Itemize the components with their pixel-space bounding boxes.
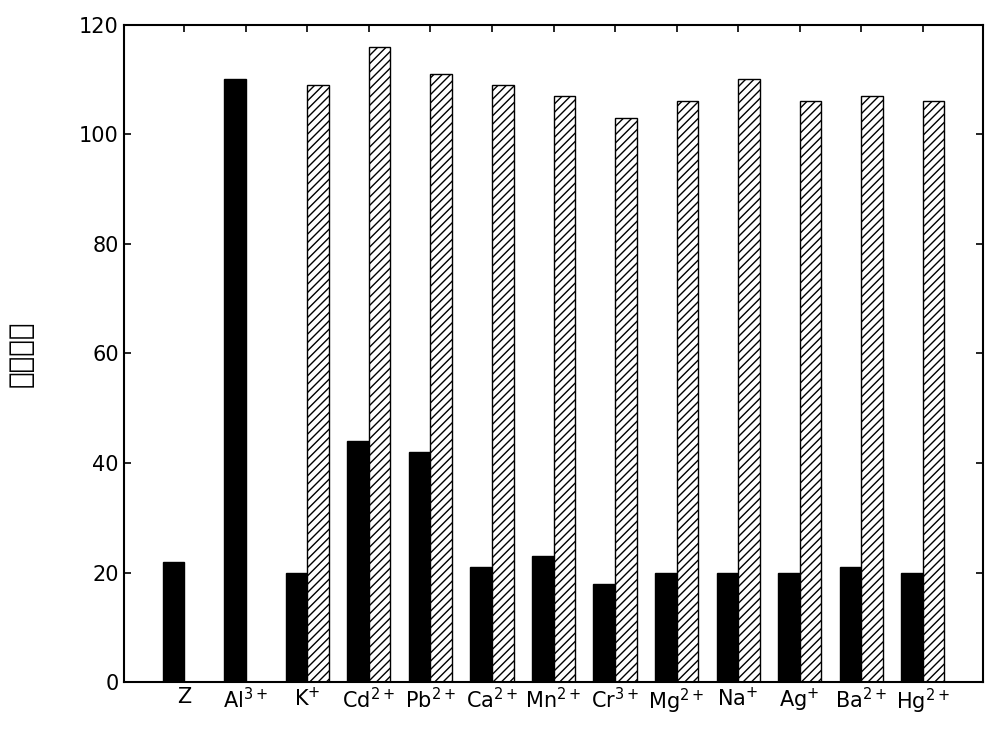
Bar [286,572,307,682]
Bar [470,567,492,682]
Bar [369,47,390,682]
Bar [778,572,800,682]
Bar [677,101,698,682]
Bar [615,118,637,682]
Bar [800,101,821,682]
Bar [840,567,861,682]
Text: 荧光强度: 荧光强度 [7,320,35,387]
Bar [554,96,575,682]
Bar [492,85,514,682]
Bar [655,572,677,682]
Bar [901,572,923,682]
Bar [738,79,760,682]
Bar [923,101,944,682]
Bar [717,572,738,682]
Bar [307,85,329,682]
Bar [224,79,246,682]
Bar [593,583,615,682]
Bar [532,556,554,682]
Bar [861,96,883,682]
Bar [347,441,369,682]
Bar [430,74,452,682]
Bar [409,452,430,682]
Bar [163,561,184,682]
